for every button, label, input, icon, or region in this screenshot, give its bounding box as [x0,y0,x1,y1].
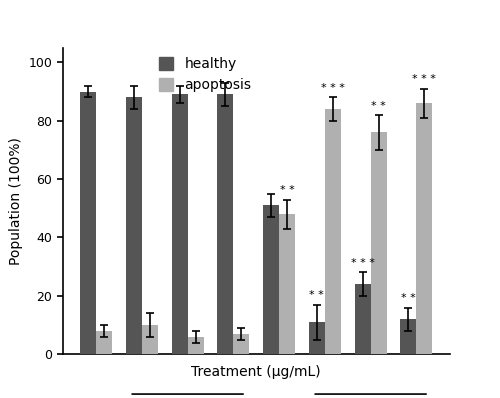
Text: * * *: * * * [350,258,374,268]
Text: * *: * * [310,290,324,300]
Y-axis label: Population (100%): Population (100%) [8,137,22,265]
Bar [188,337,204,354]
Bar [142,325,158,354]
Text: * *: * * [280,185,294,195]
Bar [234,334,250,354]
Bar [416,103,432,354]
Text: * *: * * [372,101,386,111]
Bar [354,284,370,354]
Text: * * *: * * * [412,74,436,84]
Bar [172,94,188,354]
Legend: healthy, apoptosis: healthy, apoptosis [154,52,257,98]
Text: * *: * * [401,293,415,303]
Bar [400,319,416,354]
Bar [309,322,325,354]
Bar [279,214,295,354]
X-axis label: Treatment (μg/mL): Treatment (μg/mL) [192,365,321,378]
Bar [96,331,112,354]
Bar [370,133,386,354]
Bar [325,109,341,354]
Bar [80,92,96,354]
Text: * * *: * * * [321,83,345,93]
Bar [263,205,279,354]
Bar [218,94,234,354]
Bar [126,98,142,354]
